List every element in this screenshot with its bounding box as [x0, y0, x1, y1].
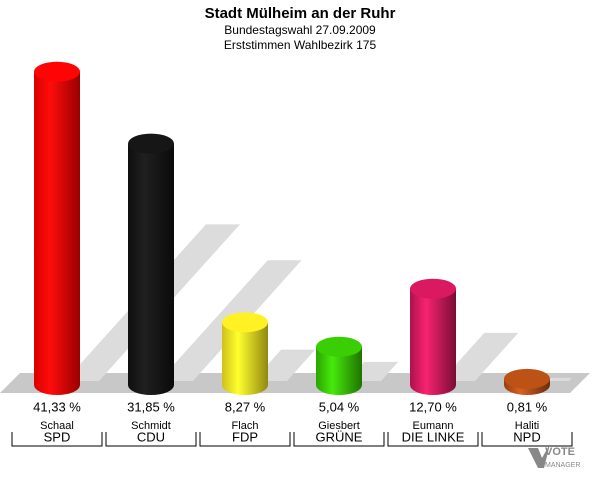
value-label: 12,70 %: [409, 399, 457, 414]
candidate-label: Eumann: [413, 420, 454, 432]
candidate-label: Haliti: [515, 420, 539, 432]
chart-title: Stadt Mülheim an der Ruhr: [205, 5, 396, 22]
chart-subtitle: Erststimmen Wahlbezirk 175: [224, 38, 377, 52]
chart-subtitle: Bundestagswahl 27.09.2009: [224, 23, 376, 37]
candidate-label: Giesbert: [318, 420, 360, 432]
bar-top: [34, 61, 80, 82]
logo: VOTE MANAGER: [528, 444, 580, 469]
value-label: 8,27 %: [225, 399, 266, 414]
candidate-label: Schaal: [40, 420, 74, 432]
bar: [410, 288, 456, 395]
category-bracket: [105, 432, 197, 447]
logo-mark: [528, 444, 550, 468]
category-bracket: [293, 432, 385, 447]
x-tick-label: NPD: [513, 429, 540, 444]
value-label: 0,81 %: [507, 399, 548, 414]
bar: [222, 322, 268, 395]
candidate-label: Schmidt: [131, 420, 171, 432]
value-label: 41,33 %: [33, 399, 81, 414]
logo-text: MANAGER: [545, 462, 580, 469]
bar-shadow: [441, 332, 519, 381]
bar: [316, 346, 362, 395]
category-bracket: [481, 432, 573, 447]
x-tick-label: SPD: [44, 429, 71, 444]
category-bracket: [387, 432, 479, 447]
x-tick-label: DIE LINKE: [402, 429, 465, 444]
candidate-label: Flach: [232, 420, 259, 432]
bar-top: [504, 368, 550, 389]
logo-text: VOTE: [545, 446, 575, 458]
bars: [34, 61, 550, 395]
bar-top: [316, 336, 362, 357]
value-label: 31,85 %: [127, 399, 175, 414]
value-label: 5,04 %: [319, 399, 360, 414]
category-bracket: [199, 432, 291, 447]
x-tick-label: FDP: [232, 429, 258, 444]
bar: [34, 71, 80, 395]
bar-top: [222, 312, 268, 333]
bar-top: [410, 278, 456, 299]
x-tick-label: GRÜNE: [316, 429, 363, 444]
bar-top: [128, 133, 174, 154]
bar-shadow: [253, 349, 316, 381]
bar: [128, 143, 174, 395]
x-tick-label: CDU: [137, 429, 165, 444]
category-bracket: [11, 432, 103, 447]
